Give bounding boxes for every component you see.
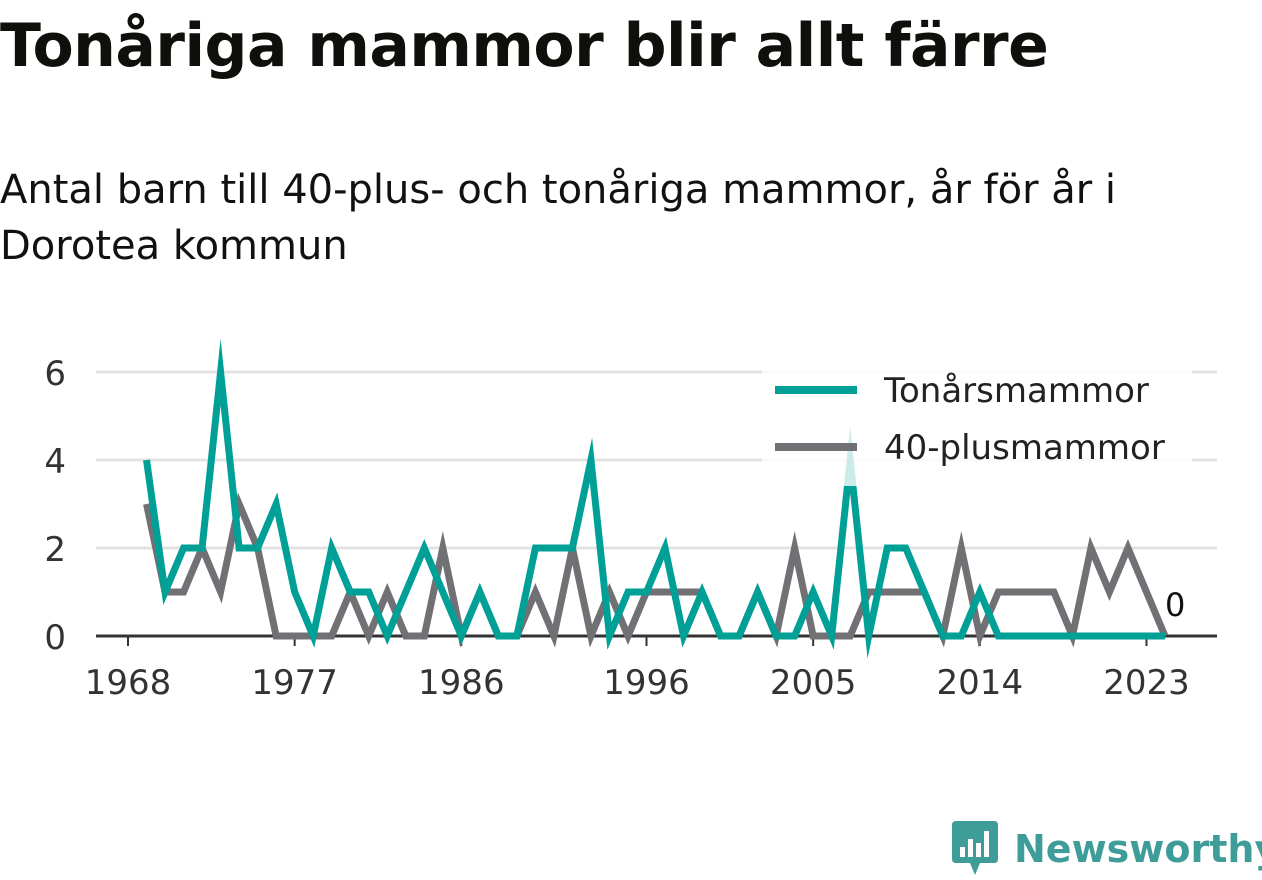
y-tick-label: 6 (44, 354, 66, 394)
series-lines (143, 338, 1169, 659)
x-tick-label: 2005 (770, 663, 857, 703)
x-tick-label: 2023 (1103, 663, 1190, 703)
legend-label: Tonårsmammor (883, 371, 1149, 411)
legend-label: 40-plusmammor (884, 428, 1165, 468)
end-value-label: 0 (1165, 586, 1185, 624)
y-axis-ticks: 0 2 4 6 (44, 354, 66, 658)
x-tick-label: 1996 (603, 663, 690, 703)
x-tick-label: 1986 (418, 663, 505, 703)
y-tick-label: 0 (44, 618, 66, 658)
brand-logo: Newsworthy (950, 818, 1262, 880)
series-line-tonarsmammor (143, 338, 1165, 659)
brand-name: Newsworthy (1014, 827, 1262, 871)
bar-chart-icon (952, 821, 998, 875)
legend: Tonårsmammor 40-plusmammor (762, 368, 1192, 486)
chart-subtitle: Antal barn till 40-plus- och tonåriga ma… (0, 167, 1117, 269)
y-tick-label: 4 (44, 442, 66, 482)
x-tick-label: 2014 (937, 663, 1024, 703)
x-axis-ticks: 1968 1977 1986 1996 2005 2014 2023 (85, 636, 1190, 703)
x-tick-label: 1968 (85, 663, 172, 703)
chart-title: Tonåriga mammor blir allt färre (0, 11, 1049, 81)
y-tick-label: 2 (44, 530, 66, 570)
x-tick-label: 1977 (251, 663, 338, 703)
